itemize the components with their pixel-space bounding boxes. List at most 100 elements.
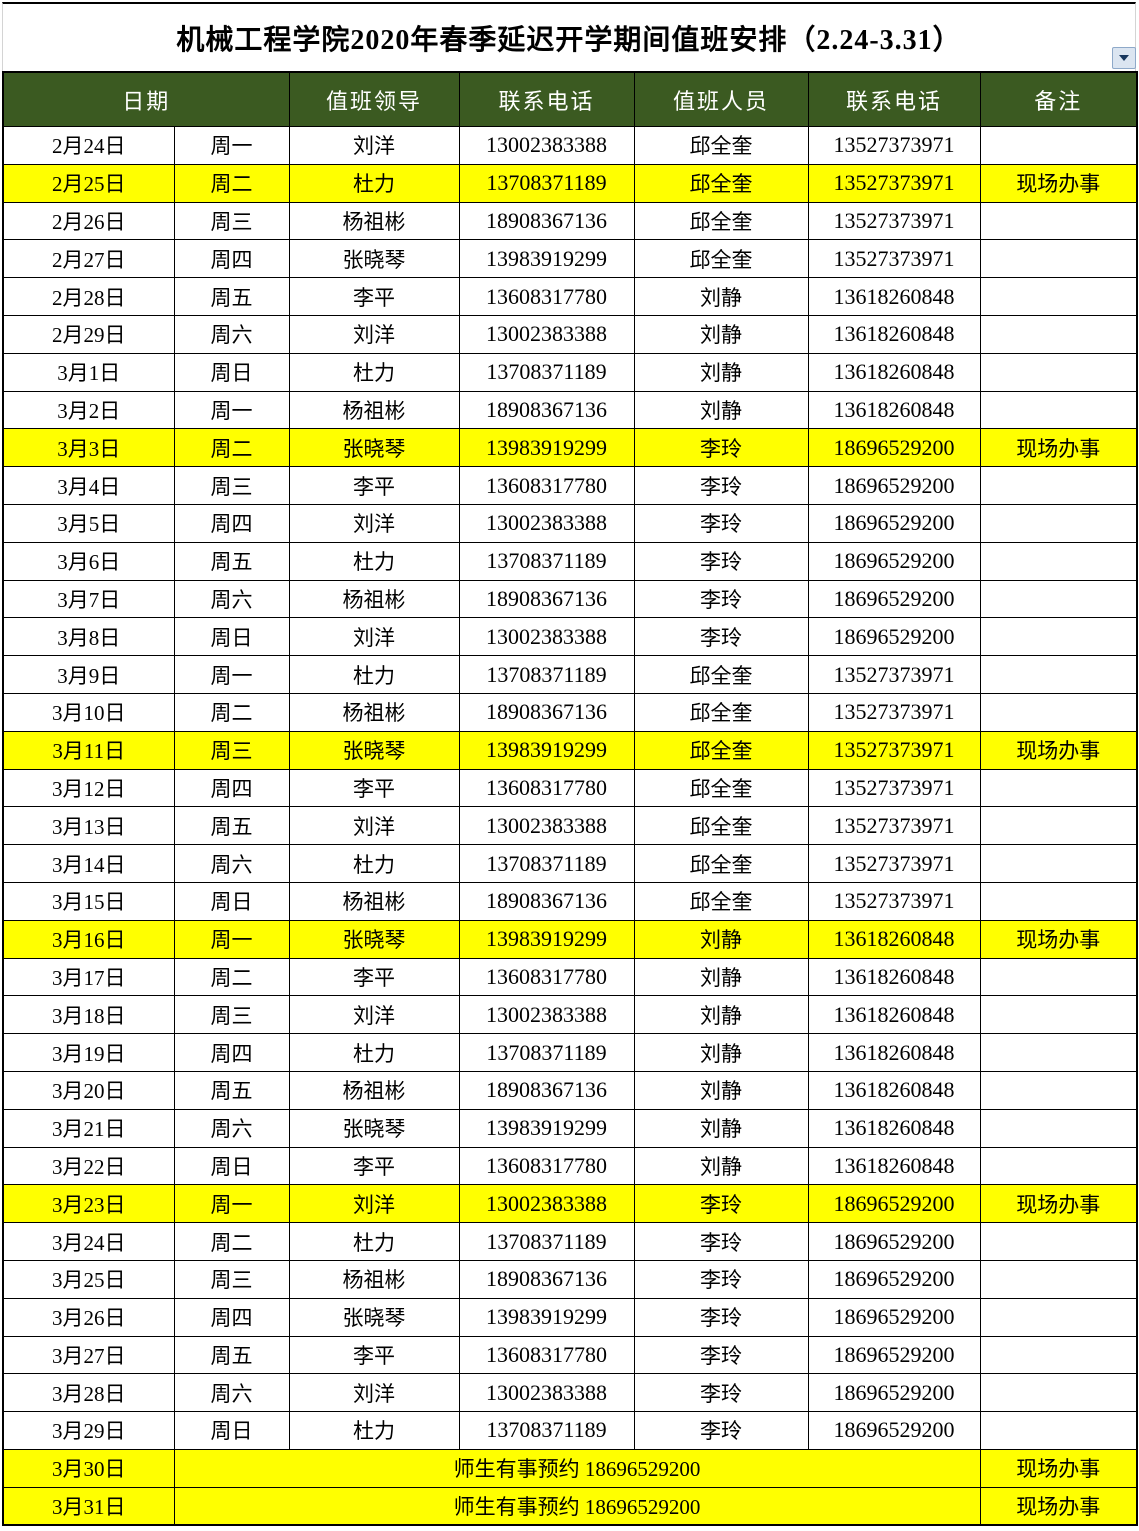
- leader-phone-cell[interactable]: 13608317780: [458, 768, 635, 808]
- staff-phone-cell[interactable]: 13618260848: [807, 919, 981, 959]
- staff-phone-cell[interactable]: 18696529200: [807, 1297, 981, 1337]
- weekday-cell[interactable]: 周二: [173, 1222, 290, 1261]
- leader-phone-cell[interactable]: 13708371189: [458, 1033, 635, 1072]
- date-cell[interactable]: 3月8日: [2, 617, 175, 657]
- remark-cell[interactable]: 现场办事: [979, 919, 1138, 959]
- leader-phone-cell[interactable]: 13983919299: [458, 919, 635, 959]
- staff-phone-cell[interactable]: 13527373971: [807, 126, 981, 165]
- leader-phone-cell[interactable]: 13708371189: [458, 541, 635, 581]
- remark-cell[interactable]: [979, 126, 1138, 165]
- weekday-cell[interactable]: 周一: [173, 919, 290, 959]
- weekday-cell[interactable]: 周四: [173, 503, 290, 543]
- duty-leader-cell[interactable]: 刘洋: [288, 806, 460, 846]
- remark-cell[interactable]: [979, 655, 1138, 694]
- date-cell[interactable]: 3月9日: [2, 655, 175, 694]
- duty-leader-cell[interactable]: 张晓琴: [288, 239, 460, 279]
- staff-phone-cell[interactable]: 13618260848: [807, 277, 981, 316]
- remark-cell[interactable]: [979, 844, 1138, 883]
- duty-leader-cell[interactable]: 李平: [288, 277, 460, 316]
- weekday-cell[interactable]: 周六: [173, 1373, 290, 1413]
- staff-phone-cell[interactable]: 13527373971: [807, 844, 981, 883]
- remark-cell[interactable]: [979, 1070, 1138, 1110]
- staff-phone-cell[interactable]: 18696529200: [807, 541, 981, 581]
- weekday-cell[interactable]: 周三: [173, 730, 290, 770]
- remark-cell[interactable]: [979, 806, 1138, 846]
- remark-cell[interactable]: 现场办事: [979, 1448, 1138, 1488]
- duty-staff-cell[interactable]: 刘静: [633, 957, 809, 997]
- remark-cell[interactable]: [979, 390, 1138, 430]
- weekday-cell[interactable]: 周日: [173, 1146, 290, 1186]
- header-duty-leader[interactable]: 值班领导: [288, 71, 460, 127]
- staff-phone-cell[interactable]: 18696529200: [807, 1259, 981, 1299]
- duty-leader-cell[interactable]: 杜力: [288, 1411, 460, 1450]
- remark-cell[interactable]: [979, 881, 1138, 921]
- date-cell[interactable]: 3月13日: [2, 806, 175, 846]
- staff-phone-cell[interactable]: 13527373971: [807, 201, 981, 241]
- staff-phone-cell[interactable]: 13527373971: [807, 806, 981, 846]
- duty-leader-cell[interactable]: 李平: [288, 1335, 460, 1375]
- leader-phone-cell[interactable]: 13002383388: [458, 995, 635, 1035]
- duty-leader-cell[interactable]: 刘洋: [288, 617, 460, 657]
- date-cell[interactable]: 3月20日: [2, 1070, 175, 1110]
- remark-cell[interactable]: [979, 1146, 1138, 1186]
- remark-cell[interactable]: [979, 995, 1138, 1035]
- weekday-cell[interactable]: 周日: [173, 1411, 290, 1450]
- remark-cell[interactable]: [979, 1259, 1138, 1299]
- header-remark[interactable]: 备注: [979, 71, 1138, 127]
- staff-phone-cell[interactable]: 18696529200: [807, 503, 981, 543]
- weekday-cell[interactable]: 周二: [173, 692, 290, 732]
- leader-phone-cell[interactable]: 13608317780: [458, 957, 635, 997]
- staff-phone-cell[interactable]: 18696529200: [807, 1373, 981, 1413]
- duty-leader-cell[interactable]: 刘洋: [288, 1184, 460, 1224]
- duty-staff-cell[interactable]: 刘静: [633, 390, 809, 430]
- duty-staff-cell[interactable]: 邱全奎: [633, 881, 809, 921]
- staff-phone-cell[interactable]: 13618260848: [807, 1033, 981, 1072]
- duty-leader-cell[interactable]: 刘洋: [288, 314, 460, 354]
- page-title[interactable]: 机械工程学院2020年春季延迟开学期间值班安排（2.24-3.31）: [2, 2, 1136, 71]
- weekday-cell[interactable]: 周二: [173, 163, 290, 203]
- duty-staff-cell[interactable]: 刘静: [633, 1108, 809, 1148]
- leader-phone-cell[interactable]: 13608317780: [458, 1146, 635, 1186]
- duty-staff-cell[interactable]: 李玲: [633, 466, 809, 505]
- duty-leader-cell[interactable]: 杜力: [288, 163, 460, 203]
- duty-staff-cell[interactable]: 李玲: [633, 1335, 809, 1375]
- remark-cell[interactable]: [979, 1297, 1138, 1337]
- duty-staff-cell[interactable]: 李玲: [633, 541, 809, 581]
- staff-phone-cell[interactable]: 18696529200: [807, 1335, 981, 1375]
- weekday-cell[interactable]: 周一: [173, 126, 290, 165]
- remark-cell[interactable]: [979, 579, 1138, 619]
- duty-leader-cell[interactable]: 张晓琴: [288, 1108, 460, 1148]
- remark-cell[interactable]: 现场办事: [979, 163, 1138, 203]
- leader-phone-cell[interactable]: 13002383388: [458, 1373, 635, 1413]
- duty-leader-cell[interactable]: 刘洋: [288, 1373, 460, 1413]
- staff-phone-cell[interactable]: 13527373971: [807, 163, 981, 203]
- duty-staff-cell[interactable]: 李玲: [633, 1259, 809, 1299]
- leader-phone-cell[interactable]: 13002383388: [458, 126, 635, 165]
- remark-cell[interactable]: [979, 692, 1138, 732]
- date-cell[interactable]: 3月31日: [2, 1486, 175, 1526]
- leader-phone-cell[interactable]: 13002383388: [458, 617, 635, 657]
- remark-cell[interactable]: [979, 1373, 1138, 1413]
- remark-cell[interactable]: [979, 352, 1138, 392]
- date-cell[interactable]: 3月19日: [2, 1033, 175, 1072]
- remark-cell[interactable]: 现场办事: [979, 730, 1138, 770]
- weekday-cell[interactable]: 周日: [173, 617, 290, 657]
- duty-staff-cell[interactable]: 刘静: [633, 1070, 809, 1110]
- date-cell[interactable]: 3月6日: [2, 541, 175, 581]
- remark-cell[interactable]: [979, 1335, 1138, 1375]
- leader-phone-cell[interactable]: 13708371189: [458, 163, 635, 203]
- remark-cell[interactable]: 现场办事: [979, 428, 1138, 468]
- staff-phone-cell[interactable]: 13618260848: [807, 995, 981, 1035]
- weekday-cell[interactable]: 周三: [173, 995, 290, 1035]
- duty-staff-cell[interactable]: 李玲: [633, 503, 809, 543]
- duty-staff-cell[interactable]: 刘静: [633, 919, 809, 959]
- date-cell[interactable]: 2月28日: [2, 277, 175, 316]
- staff-phone-cell[interactable]: 18696529200: [807, 1184, 981, 1224]
- remark-cell[interactable]: [979, 617, 1138, 657]
- duty-staff-cell[interactable]: 邱全奎: [633, 806, 809, 846]
- duty-staff-cell[interactable]: 邱全奎: [633, 768, 809, 808]
- staff-phone-cell[interactable]: 13618260848: [807, 314, 981, 354]
- leader-phone-cell[interactable]: 13002383388: [458, 503, 635, 543]
- staff-phone-cell[interactable]: 18696529200: [807, 466, 981, 505]
- duty-staff-cell[interactable]: 邱全奎: [633, 126, 809, 165]
